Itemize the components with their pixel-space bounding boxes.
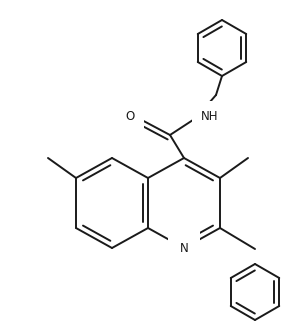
Text: NH: NH	[201, 111, 219, 123]
Text: O: O	[125, 110, 135, 122]
Text: N: N	[180, 241, 188, 255]
